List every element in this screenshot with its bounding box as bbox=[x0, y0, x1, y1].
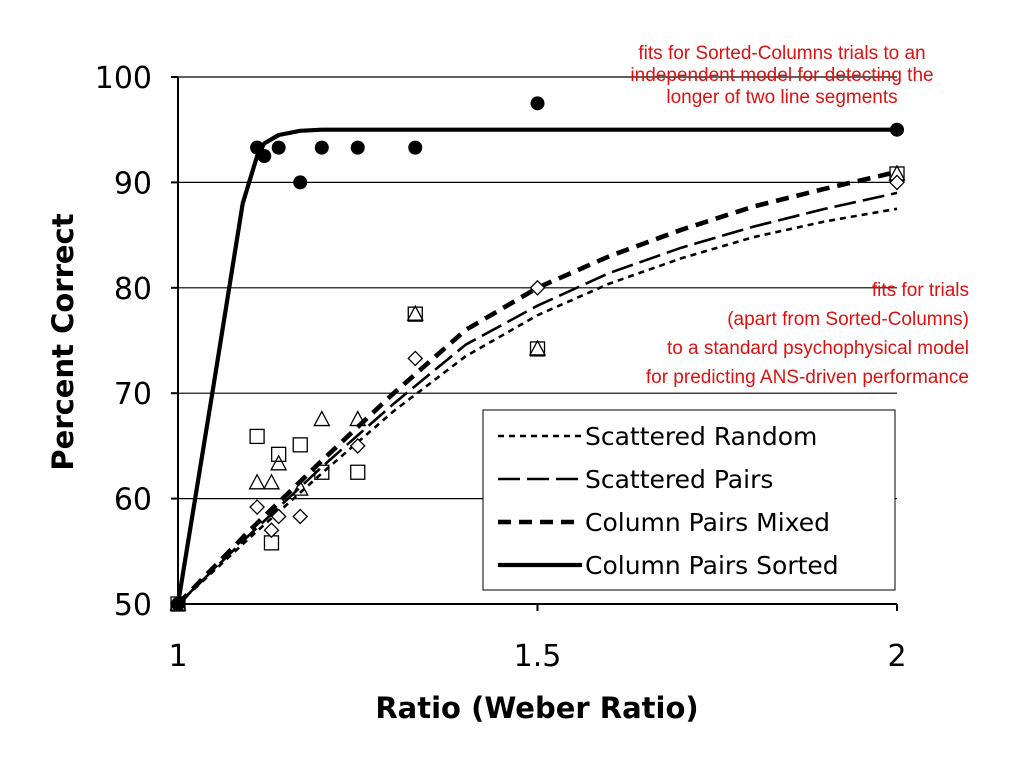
marker-series-3-point-3 bbox=[271, 140, 286, 155]
annotation-others-line-1: (apart from Sorted-Columns) bbox=[727, 309, 969, 330]
y-tick-label-0: 50 bbox=[114, 588, 152, 623]
marker-series-2-point-4 bbox=[292, 508, 309, 525]
tick-labels: 50 60 70 80 90 100 1 1.5 2 bbox=[95, 61, 907, 674]
marker-series-1-point-3 bbox=[270, 454, 288, 471]
marker-series-1-point-7 bbox=[406, 304, 424, 321]
legend-label-1: Scattered Pairs bbox=[585, 465, 773, 494]
fit-curves bbox=[175, 127, 898, 606]
annotation-sorted-line-2: longer of two line segments bbox=[666, 87, 897, 108]
marker-series-3-point-8 bbox=[530, 96, 545, 111]
y-axis-title: Percent Correct bbox=[46, 213, 80, 470]
marker-series-2-point-8 bbox=[889, 174, 905, 191]
legend-label-2: Column Pairs Mixed bbox=[585, 508, 830, 537]
marker-series-2-point-6 bbox=[407, 350, 424, 367]
marker-series-2-point-1 bbox=[249, 499, 266, 515]
axes bbox=[171, 76, 898, 611]
marker-series-2-point-7 bbox=[529, 279, 546, 296]
y-tick-label-3: 80 bbox=[114, 272, 152, 307]
legend-label-3: Column Pairs Sorted bbox=[585, 551, 839, 580]
marker-series-0-point-5 bbox=[314, 464, 330, 480]
y-tick-label-1: 60 bbox=[114, 483, 152, 518]
annotations: fits for Sorted-Columns trials to aninde… bbox=[630, 43, 969, 388]
marker-series-1-point-4 bbox=[291, 479, 309, 496]
marker-series-3-point-4 bbox=[293, 175, 308, 190]
y-tick-label-2: 70 bbox=[114, 377, 152, 412]
annotation-others-line-0: fits for trials bbox=[872, 280, 969, 301]
marker-series-1-point-2 bbox=[262, 473, 281, 490]
fit-line-series-3 bbox=[175, 127, 897, 605]
annotation-sorted-line-0: fits for Sorted-Columns trials to an bbox=[638, 43, 925, 64]
x-tick-label-1: 1.5 bbox=[514, 639, 562, 674]
x-axis-title: Ratio (Weber Ratio) bbox=[375, 691, 698, 725]
legend-box bbox=[482, 409, 896, 591]
legend-label-0: Scattered Random bbox=[585, 422, 817, 451]
annotation-others-line-2: to a standard psychophysical model bbox=[667, 338, 969, 359]
fit-line-series-1 bbox=[177, 191, 898, 605]
legend: Scattered Random Scattered Pairs Column Pa… bbox=[482, 409, 896, 591]
y-tick-label-4: 90 bbox=[114, 166, 152, 201]
marker-series-1-point-6 bbox=[349, 410, 367, 427]
marker-series-3-point-9 bbox=[890, 122, 904, 137]
marker-series-3-point-2 bbox=[257, 149, 272, 164]
marker-series-0-point-6 bbox=[350, 464, 366, 480]
marker-series-1-point-1 bbox=[248, 473, 266, 490]
annotation-others-line-3: for predicting ANS-driven performance bbox=[646, 367, 969, 388]
marker-series-3-point-6 bbox=[350, 140, 365, 155]
fit-line-series-0 bbox=[177, 207, 898, 605]
marker-series-3-point-5 bbox=[314, 140, 329, 155]
marker-series-1-point-5 bbox=[313, 410, 331, 427]
marker-series-2-point-3 bbox=[270, 508, 287, 525]
marker-series-0-point-1 bbox=[249, 428, 265, 445]
marker-series-3-point-7 bbox=[408, 140, 423, 155]
y-tick-label-5: 100 bbox=[95, 61, 152, 96]
marker-series-0-point-4 bbox=[292, 437, 308, 453]
x-tick-label-2: 2 bbox=[887, 639, 906, 674]
x-tick-label-0: 1 bbox=[168, 639, 187, 674]
marker-series-1-point-8 bbox=[528, 339, 547, 356]
marker-series-2-point-5 bbox=[349, 437, 366, 454]
annotation-sorted-line-1: independent model for detecting the bbox=[630, 65, 933, 86]
marker-series-0-point-3 bbox=[271, 446, 287, 462]
marker-series-2-point-2 bbox=[263, 522, 280, 539]
fit-line-series-2 bbox=[176, 169, 898, 606]
